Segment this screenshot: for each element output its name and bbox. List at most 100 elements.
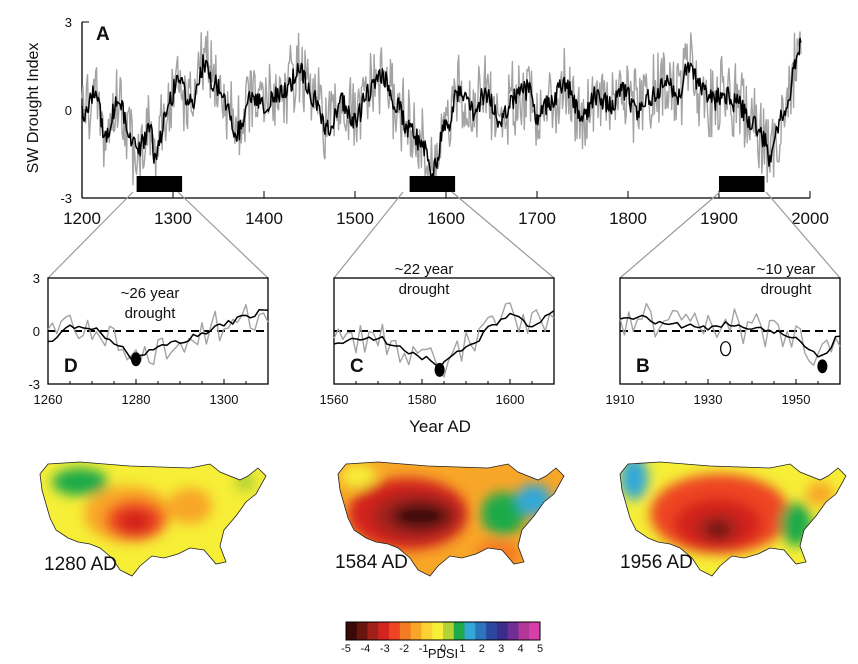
a-xtick-label: 1900	[700, 209, 738, 228]
panel-b-smoothed-series	[619, 314, 841, 358]
map-1956-label: 1956 AD	[620, 552, 693, 573]
panel-a-smoothed-series	[81, 37, 802, 185]
panel-c-label: C	[350, 356, 364, 377]
panel-d-smoothed-series	[47, 308, 269, 361]
panel-a: 1200 1300 1400 1500 1600 1700 1800 1900 2000 3 0 -…	[25, 15, 829, 228]
guide-b-left	[619, 191, 721, 279]
colorbar-swatch	[399, 622, 412, 640]
colorbar-swatch	[453, 622, 466, 640]
panel-b-annotation: ~10 year	[757, 261, 816, 278]
a-xtick-label: 1200	[63, 209, 101, 228]
colorbar-swatch	[529, 622, 541, 640]
panel-c-annotation: drought	[399, 281, 451, 298]
drought-peak-marker	[434, 362, 445, 377]
panel-b: 1910 1930 1950 B ~10 year drought	[606, 261, 841, 407]
colorbar-title: PDSI	[428, 646, 458, 661]
colorbar-swatch	[421, 622, 433, 640]
panel-a-ylabel: SW Drought Index	[25, 43, 42, 174]
colorbar-swatch	[346, 622, 358, 640]
zoom-ytick-label: -3	[28, 377, 40, 392]
a-xtick-label: 2000	[791, 209, 829, 228]
zoom-xtick-label: 1280	[122, 392, 151, 407]
drought-bar	[409, 176, 456, 192]
guide-c-right	[451, 191, 555, 279]
colorbar-tick-label: 4	[518, 643, 524, 655]
colorbar-tick-label: -4	[361, 643, 371, 655]
zoom-xtick-label: 1950	[782, 392, 811, 407]
a-xtick-label: 1700	[518, 209, 556, 228]
colorbar-swatch	[464, 622, 476, 640]
panel-c-annual-series	[333, 302, 555, 378]
zoom-xtick-label: 1260	[34, 392, 63, 407]
panel-c-smoothed-series	[333, 310, 555, 370]
a-xtick-label: 1500	[336, 209, 374, 228]
zoom-ytick-label: 3	[33, 271, 40, 286]
drought-peak-marker	[131, 352, 141, 367]
a-ytick-label: 0	[65, 103, 72, 118]
colorbar-swatch	[496, 622, 509, 640]
zoom-xtick-label: 1930	[694, 392, 723, 407]
colorbar-swatch	[356, 622, 369, 640]
colorbar-swatch	[518, 622, 530, 640]
colorbar-tick-label: 3	[498, 643, 504, 655]
drought-peak-marker	[817, 359, 828, 374]
colorbar-tick-label: -1	[419, 643, 429, 655]
panel-d-label: D	[64, 356, 78, 377]
map-1584-label: 1584 AD	[335, 552, 408, 573]
guide-b-right	[765, 191, 841, 279]
panel-b-annotation: drought	[761, 281, 813, 298]
pdsi-colorbar: -5 -4 -3 -2 -1 0 1 2 3 4 5	[341, 621, 543, 655]
zoom-xtick-label: 1910	[606, 392, 635, 407]
colorbar-swatch	[378, 622, 390, 640]
a-xtick-label: 1600	[427, 209, 465, 228]
panel-a-series	[81, 30, 802, 186]
colorbar-tick-label: -3	[380, 643, 390, 655]
guide-d-right	[177, 191, 269, 279]
zoom-guides	[47, 191, 841, 279]
panel-d: 1260 1280 1300 3 0 -3 D ~26 year drought	[28, 271, 269, 407]
panel-d-annotation: ~26 year	[121, 285, 180, 302]
colorbar-tick-label: -5	[341, 643, 351, 655]
guide-d-left	[47, 191, 134, 279]
panel-b-label: B	[636, 356, 650, 377]
colorbar-swatch	[486, 622, 498, 640]
colorbar-tick-label: -2	[399, 643, 409, 655]
colorbar-swatch	[432, 622, 444, 640]
zoom-xtick-label: 1580	[408, 392, 437, 407]
panel-a-drought-bars	[136, 176, 765, 192]
panel-a-x-ticks: 1200 1300 1400 1500 1600 1700 1800 1900 2000	[63, 191, 829, 228]
colorbar-tick-label: 2	[479, 643, 485, 655]
panel-b-annual-series	[619, 302, 841, 366]
colorbar-swatch	[443, 622, 455, 640]
panel-c: 1560 1580 1600 C ~22 year drought	[320, 261, 555, 407]
zoom-xtick-label: 1560	[320, 392, 349, 407]
panel-c-annotation: ~22 year	[395, 261, 454, 278]
colorbar-swatch	[410, 622, 422, 640]
panel-a-annual-series	[81, 30, 802, 186]
colorbar-tick-label: 0	[440, 643, 446, 655]
drought-bar	[136, 176, 183, 192]
colorbar-swatch	[367, 622, 379, 640]
a-ytick-label: 3	[65, 15, 72, 30]
a-xtick-label: 1800	[609, 209, 647, 228]
zoom-ytick-label: 0	[33, 324, 40, 339]
a-xtick-label: 1400	[245, 209, 283, 228]
a-xtick-label: 1300	[154, 209, 192, 228]
panel-d-annotation: drought	[125, 305, 177, 322]
panel-a-y-ticks: 3 0 -3	[60, 15, 89, 206]
colorbar-swatch	[507, 622, 519, 640]
drought-secondary-marker	[719, 341, 732, 357]
colorbar-swatch	[389, 622, 401, 640]
zoom-xtick-label: 1600	[496, 392, 525, 407]
colorbar-swatch	[475, 622, 487, 640]
guide-c-left	[333, 191, 404, 279]
colorbar-tick-label: 1	[459, 643, 465, 655]
colorbar-tick-label: 5	[537, 643, 543, 655]
panel-a-label: A	[96, 24, 110, 45]
colorbar-frame	[345, 621, 541, 641]
zoom-xtick-label: 1300	[210, 392, 239, 407]
map-1280-label: 1280 AD	[44, 554, 117, 575]
a-ytick-label: -3	[60, 191, 72, 206]
drought-bar	[719, 176, 765, 192]
